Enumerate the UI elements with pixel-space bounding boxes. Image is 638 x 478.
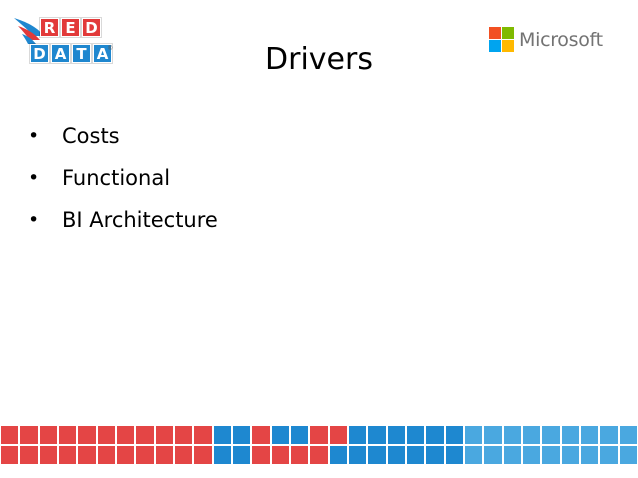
strip-tile — [96, 425, 116, 445]
strip-tile — [212, 445, 232, 465]
strip-tile — [580, 425, 600, 445]
strip-tile — [251, 445, 271, 465]
strip-tile — [116, 445, 136, 465]
strip-tile — [599, 425, 619, 445]
strip-tile — [522, 425, 542, 445]
strip-tile — [270, 425, 290, 445]
bullet-list: • Costs • Functional • BI Architecture — [28, 115, 218, 241]
microsoft-square — [489, 27, 501, 39]
strip-tile — [367, 445, 387, 465]
strip-tile — [483, 445, 503, 465]
bullet-item: • Costs — [28, 115, 218, 157]
strip-tile — [618, 445, 638, 465]
bullet-icon: • — [28, 209, 40, 231]
strip-tile — [154, 425, 174, 445]
strip-tile — [386, 425, 406, 445]
strip-tile — [116, 425, 136, 445]
strip-tile — [502, 425, 522, 445]
strip-tile — [309, 425, 329, 445]
strip-tile — [232, 445, 252, 465]
red-data-letter: A — [93, 44, 112, 63]
strip-tile — [96, 445, 116, 465]
strip-tile — [560, 425, 580, 445]
red-data-letter: D — [82, 18, 101, 37]
strip-tile — [154, 445, 174, 465]
strip-tile — [290, 445, 310, 465]
strip-tile — [483, 425, 503, 445]
strip-tile — [522, 445, 542, 465]
strip-tile — [328, 425, 348, 445]
strip-tile — [38, 445, 58, 465]
strip-tile — [464, 445, 484, 465]
strip-tile — [425, 425, 445, 445]
strip-tile — [58, 445, 78, 465]
microsoft-logo: Microsoft — [489, 27, 603, 52]
strip-tile — [77, 425, 97, 445]
slide-title: Drivers — [265, 42, 373, 77]
strip-tile — [309, 445, 329, 465]
strip-tile — [502, 445, 522, 465]
strip-tile — [251, 425, 271, 445]
strip-tile — [444, 425, 464, 445]
strip-tile — [425, 445, 445, 465]
strip-tile — [541, 425, 561, 445]
strip-tile — [174, 425, 194, 445]
strip-tile — [19, 445, 39, 465]
strip-tile — [541, 445, 561, 465]
strip-tile — [444, 445, 464, 465]
strip-tile — [348, 425, 368, 445]
bullet-icon: • — [28, 167, 40, 189]
strip-tile — [174, 445, 194, 465]
decorative-tile-strip — [0, 425, 638, 465]
strip-tile — [348, 445, 368, 465]
red-data-bottom-row: D A T A — [30, 44, 112, 63]
strip-tile — [193, 425, 213, 445]
red-data-logo: R E D D A T A ® — [12, 14, 116, 68]
microsoft-wordmark: Microsoft — [519, 28, 603, 51]
microsoft-square — [489, 40, 501, 52]
bullet-text: BI Architecture — [62, 208, 218, 232]
strip-tile — [19, 425, 39, 445]
strip-tile — [0, 425, 20, 445]
bullet-text: Functional — [62, 166, 171, 190]
strip-tile — [290, 425, 310, 445]
strip-tile — [135, 445, 155, 465]
strip-tile — [135, 425, 155, 445]
red-data-letter: E — [61, 18, 80, 37]
bullet-item: • BI Architecture — [28, 199, 218, 241]
strip-tile — [58, 425, 78, 445]
bullet-text: Costs — [62, 124, 120, 148]
red-data-letter: A — [51, 44, 70, 63]
strip-tile — [386, 445, 406, 465]
strip-tile — [193, 445, 213, 465]
red-data-letter: T — [72, 44, 91, 63]
strip-tile — [560, 445, 580, 465]
bullet-item: • Functional — [28, 157, 218, 199]
strip-tile — [328, 445, 348, 465]
strip-tile — [77, 445, 97, 465]
microsoft-square — [502, 40, 514, 52]
registered-mark: ® — [108, 46, 113, 52]
bullet-icon: • — [28, 125, 40, 147]
strip-tile — [406, 445, 426, 465]
strip-tile — [367, 425, 387, 445]
strip-tile — [270, 445, 290, 465]
red-data-letter: D — [30, 44, 49, 63]
strip-tile — [232, 425, 252, 445]
red-data-letter: R — [40, 18, 59, 37]
strip-tile — [38, 425, 58, 445]
strip-tile — [406, 425, 426, 445]
strip-tile — [618, 425, 638, 445]
wing-icon — [14, 18, 44, 44]
red-data-top-row: R E D — [40, 18, 101, 37]
strip-tile — [599, 445, 619, 465]
strip-tile — [212, 425, 232, 445]
strip-tile — [0, 445, 20, 465]
microsoft-windows-icon — [489, 27, 514, 52]
strip-tile — [580, 445, 600, 465]
strip-tile — [464, 425, 484, 445]
microsoft-square — [502, 27, 514, 39]
